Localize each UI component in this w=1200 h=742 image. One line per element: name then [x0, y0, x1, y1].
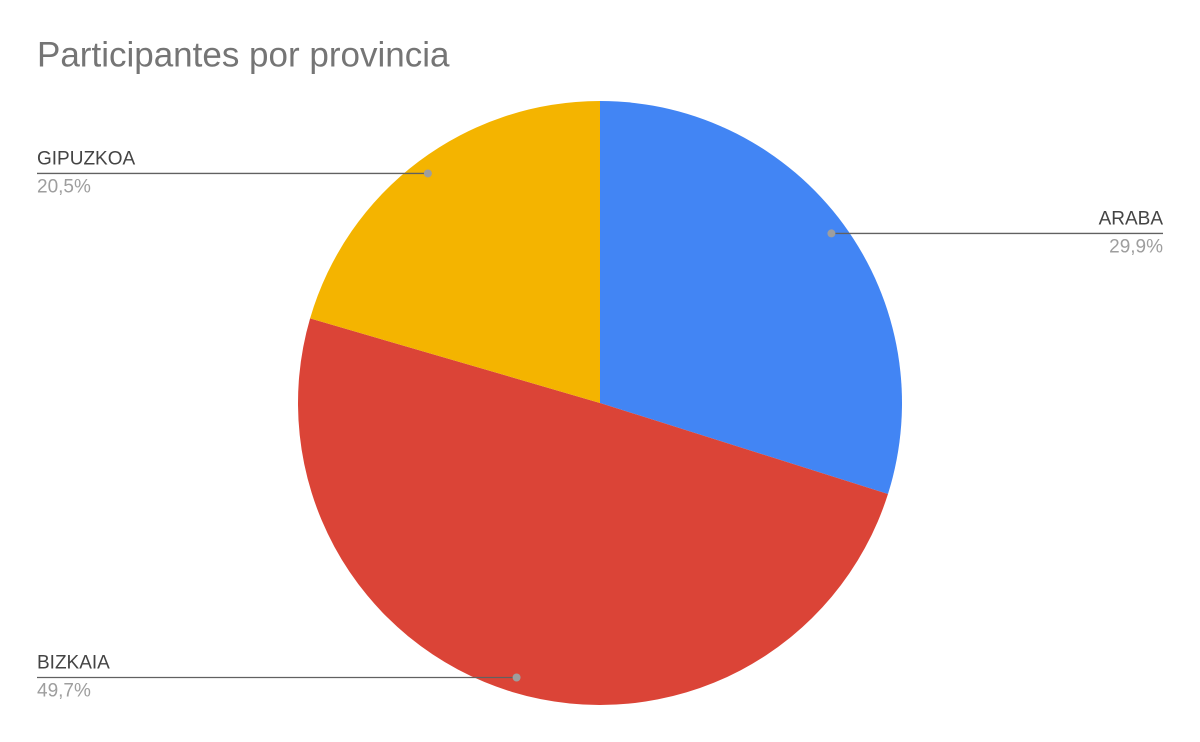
- slice-label: BIZKAIA: [37, 653, 110, 674]
- pie-slice: [297, 318, 888, 706]
- slice-label: GIPUZKOA: [37, 148, 136, 169]
- slice-value-label: 29,9%: [1109, 236, 1163, 257]
- leader-dot: [512, 673, 521, 682]
- slice-value-label: 49,7%: [37, 681, 91, 702]
- slice-label: ARABA: [1099, 208, 1164, 229]
- leader-dot: [423, 169, 432, 178]
- slice-value-label: 20,5%: [37, 176, 91, 197]
- pie-slice: [310, 101, 600, 403]
- pie-slice: [600, 101, 902, 494]
- leader-dot: [827, 229, 836, 238]
- chart-title: Participantes por provincia: [37, 35, 450, 74]
